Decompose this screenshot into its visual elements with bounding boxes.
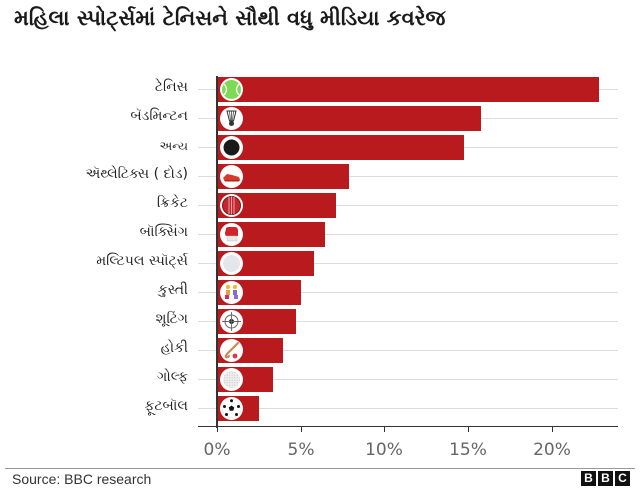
x-tick (384, 426, 385, 432)
bar-row: બૉક્સિંગ (0, 222, 640, 247)
bar-other (217, 135, 464, 160)
category-label: કુસ્તી (157, 282, 188, 298)
y-axis-line (216, 76, 218, 428)
leader-line (198, 321, 618, 322)
category-label: ક્રિકેટ (156, 195, 188, 211)
bbc-logo-letter: B (598, 471, 613, 486)
x-tick-label: 5% (287, 440, 315, 460)
cricket-ball-icon (220, 194, 243, 217)
bar-badminton (217, 106, 481, 131)
bar-row: શૂટિંગ (0, 309, 640, 334)
leader-line (198, 292, 618, 293)
leader-line (198, 408, 618, 409)
x-tick-label: 20% (533, 440, 571, 460)
leader-line (198, 234, 618, 235)
tennis-ball-icon (220, 78, 243, 101)
leader-line (198, 350, 618, 351)
bar-row: કુસ્તી (0, 280, 640, 305)
bar-row: ઍથ્લેટિક્સ ( દોડ) (0, 164, 640, 189)
leader-line (198, 263, 618, 264)
category-label: બૉક્સિંગ (139, 224, 188, 240)
hockey-stick-icon (220, 339, 243, 362)
target-crosshair-icon (220, 310, 243, 333)
wrestlers-icon (220, 281, 243, 304)
category-label: ઍથ્લેટિક્સ ( દોડ) (85, 166, 188, 182)
category-label: મલ્ટિપલ સ્પૉર્ટ્સ (96, 253, 188, 269)
x-tick (468, 426, 469, 432)
category-label: ફૂટબૉલ (144, 398, 188, 414)
running-shoe-icon (220, 165, 243, 188)
bar-row: ગોલ્ફ (0, 367, 640, 392)
x-tick (217, 426, 218, 432)
category-label: ટેનિસ (154, 79, 188, 95)
bar-tennis (217, 77, 599, 102)
category-label: ગોલ્ફ (157, 369, 188, 385)
x-axis-line (198, 426, 618, 427)
category-label: શૂટિંગ (155, 311, 188, 327)
bar-row: બૅડમિન્ટન (0, 106, 640, 131)
bar-row: હોકી (0, 338, 640, 363)
football-icon (220, 397, 243, 420)
chart-title: મહિલા સ્પોર્ટ્સમાં ટેનિસને સૌથી વધુ મીડિ… (14, 6, 446, 30)
golf-ball-icon (220, 368, 243, 391)
category-label: બૅડમિન્ટન (130, 108, 188, 124)
x-tick-label: 10% (365, 440, 403, 460)
footer-divider (5, 468, 635, 469)
category-label: અન્ય (159, 139, 188, 153)
bar-row: મલ્ટિપલ સ્પૉર્ટ્સ (0, 251, 640, 276)
x-tick (552, 426, 553, 432)
bbc-logo: B B C (581, 471, 630, 486)
bar-row: ટેનિસ (0, 77, 640, 102)
bbc-logo-letter: B (581, 471, 596, 486)
leader-line (198, 176, 618, 177)
bar-row: ફૂટબૉલ (0, 396, 640, 421)
bbc-logo-letter: C (615, 471, 630, 486)
category-label: હોકી (160, 340, 188, 356)
x-tick-label: 15% (449, 440, 487, 460)
x-tick (301, 426, 302, 432)
leader-line (198, 379, 618, 380)
grey-circle-icon (220, 252, 243, 275)
x-tick-label: 0% (203, 440, 231, 460)
bar-row: અન્ય (0, 135, 640, 160)
black-dot-icon (220, 136, 243, 159)
bar-row: ક્રિકેટ (0, 193, 640, 218)
shuttlecock-icon (220, 107, 243, 130)
leader-line (198, 205, 618, 206)
boxing-glove-icon (220, 223, 243, 246)
source-note: Source: BBC research (12, 471, 152, 487)
